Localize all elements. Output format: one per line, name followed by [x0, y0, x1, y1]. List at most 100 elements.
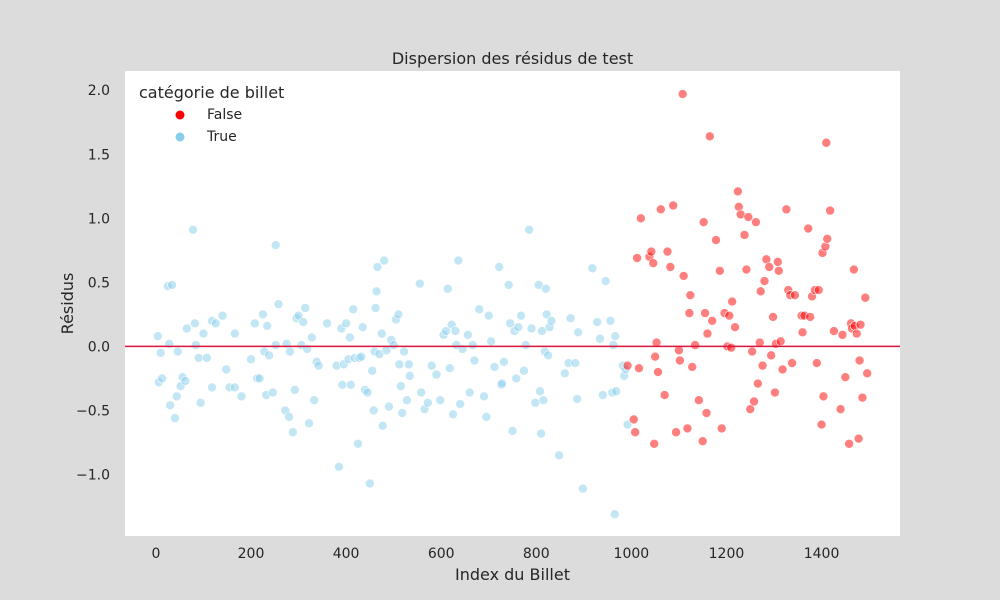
y-tick-label: 0.0: [88, 339, 110, 355]
data-point-false: [844, 438, 854, 449]
data-point-true: [404, 371, 415, 381]
data-point-true: [516, 310, 526, 321]
y-tick-label: 2.0: [88, 83, 110, 99]
data-point-true: [572, 394, 582, 404]
data-point-true: [395, 381, 406, 391]
data-point-false: [818, 391, 829, 402]
data-point-true: [486, 336, 496, 347]
data-point-true: [157, 373, 167, 384]
data-point-true: [368, 405, 379, 416]
data-point-true: [365, 478, 375, 489]
y-tick-label: 0.5: [88, 275, 110, 291]
data-point-false: [790, 290, 800, 300]
data-point-true: [592, 317, 602, 327]
data-point-true: [578, 483, 588, 494]
data-point-false: [716, 423, 727, 434]
data-point-true: [270, 340, 281, 350]
data-point-false: [775, 336, 786, 347]
data-point-false: [773, 266, 784, 276]
x-tick-label: 400: [333, 546, 360, 562]
data-point-true: [416, 387, 427, 398]
data-point-true: [167, 280, 177, 290]
data-point-true: [217, 310, 228, 321]
data-point-false: [747, 346, 757, 357]
plot-area: [125, 71, 900, 536]
data-point-true: [540, 283, 551, 294]
data-point-true: [230, 328, 240, 339]
data-point-true: [346, 380, 356, 390]
data-point-true: [598, 390, 608, 400]
data-point-true: [444, 363, 455, 373]
data-point-true: [246, 354, 256, 365]
data-point-false: [662, 246, 673, 257]
data-point-false: [659, 390, 670, 400]
data-point-false: [766, 350, 776, 361]
data-point-true: [497, 378, 507, 389]
data-point-false: [653, 367, 663, 377]
data-point-true: [503, 280, 514, 290]
data-point-false: [726, 342, 737, 353]
data-point-true: [538, 395, 549, 406]
y-axis-ticks: −1.0 −0.5 0.0 0.5 1.0 1.5 2.0: [76, 83, 110, 483]
data-point-true: [341, 318, 351, 329]
data-point-false: [739, 230, 750, 240]
y-tick-label: 1.0: [88, 211, 110, 227]
data-point-true: [345, 332, 355, 343]
data-point-true: [180, 376, 191, 386]
data-point-true: [570, 358, 581, 368]
data-point-false: [849, 264, 859, 275]
data-point-true: [170, 413, 180, 423]
data-point-true: [307, 332, 317, 343]
x-tick-label: 1200: [709, 546, 745, 562]
data-point-false: [730, 322, 740, 333]
data-point-true: [521, 340, 531, 350]
data-point-true: [399, 346, 409, 357]
data-point-true: [264, 350, 274, 361]
data-point-false: [727, 296, 737, 307]
data-point-true: [450, 326, 461, 336]
data-point-true: [559, 368, 570, 379]
data-point-true: [393, 309, 404, 320]
data-point-true: [289, 385, 300, 395]
legend-label-true: True: [206, 129, 237, 145]
data-point-true: [505, 318, 515, 329]
data-point-true: [479, 391, 489, 402]
data-point-true: [309, 395, 320, 406]
data-point-true: [322, 318, 332, 329]
data-point-false: [685, 290, 696, 300]
data-point-false: [837, 330, 848, 340]
data-point-false: [805, 312, 815, 322]
data-point-true: [371, 286, 382, 297]
x-tick-label: 1000: [614, 546, 650, 562]
data-point-true: [298, 317, 309, 327]
data-point-false: [853, 433, 864, 444]
data-point-false: [753, 378, 763, 389]
data-point-true: [537, 326, 547, 336]
data-point-true: [172, 391, 182, 402]
data-point-true: [258, 309, 268, 320]
data-point-true: [489, 362, 500, 372]
data-point-false: [690, 340, 700, 350]
data-point-false: [811, 358, 822, 368]
data-point-false: [759, 276, 770, 286]
data-point-false: [649, 438, 659, 449]
data-point-true: [463, 330, 473, 340]
data-point-true: [499, 356, 509, 367]
data-point-true: [546, 315, 557, 326]
legend-marker-true: [175, 132, 185, 142]
data-point-true: [608, 340, 619, 350]
data-point-false: [724, 310, 735, 321]
data-point-true: [526, 323, 537, 334]
data-point-false: [749, 396, 759, 407]
data-point-true: [300, 303, 311, 313]
data-point-false: [648, 258, 659, 268]
data-point-false: [813, 285, 824, 295]
data-point-false: [773, 257, 783, 267]
chart-title: Dispersion des résidus de test: [392, 49, 633, 68]
data-point-true: [595, 333, 605, 344]
data-point-true: [190, 318, 200, 329]
data-point-false: [646, 246, 657, 257]
data-point-true: [372, 262, 383, 272]
data-point-true: [262, 321, 272, 331]
